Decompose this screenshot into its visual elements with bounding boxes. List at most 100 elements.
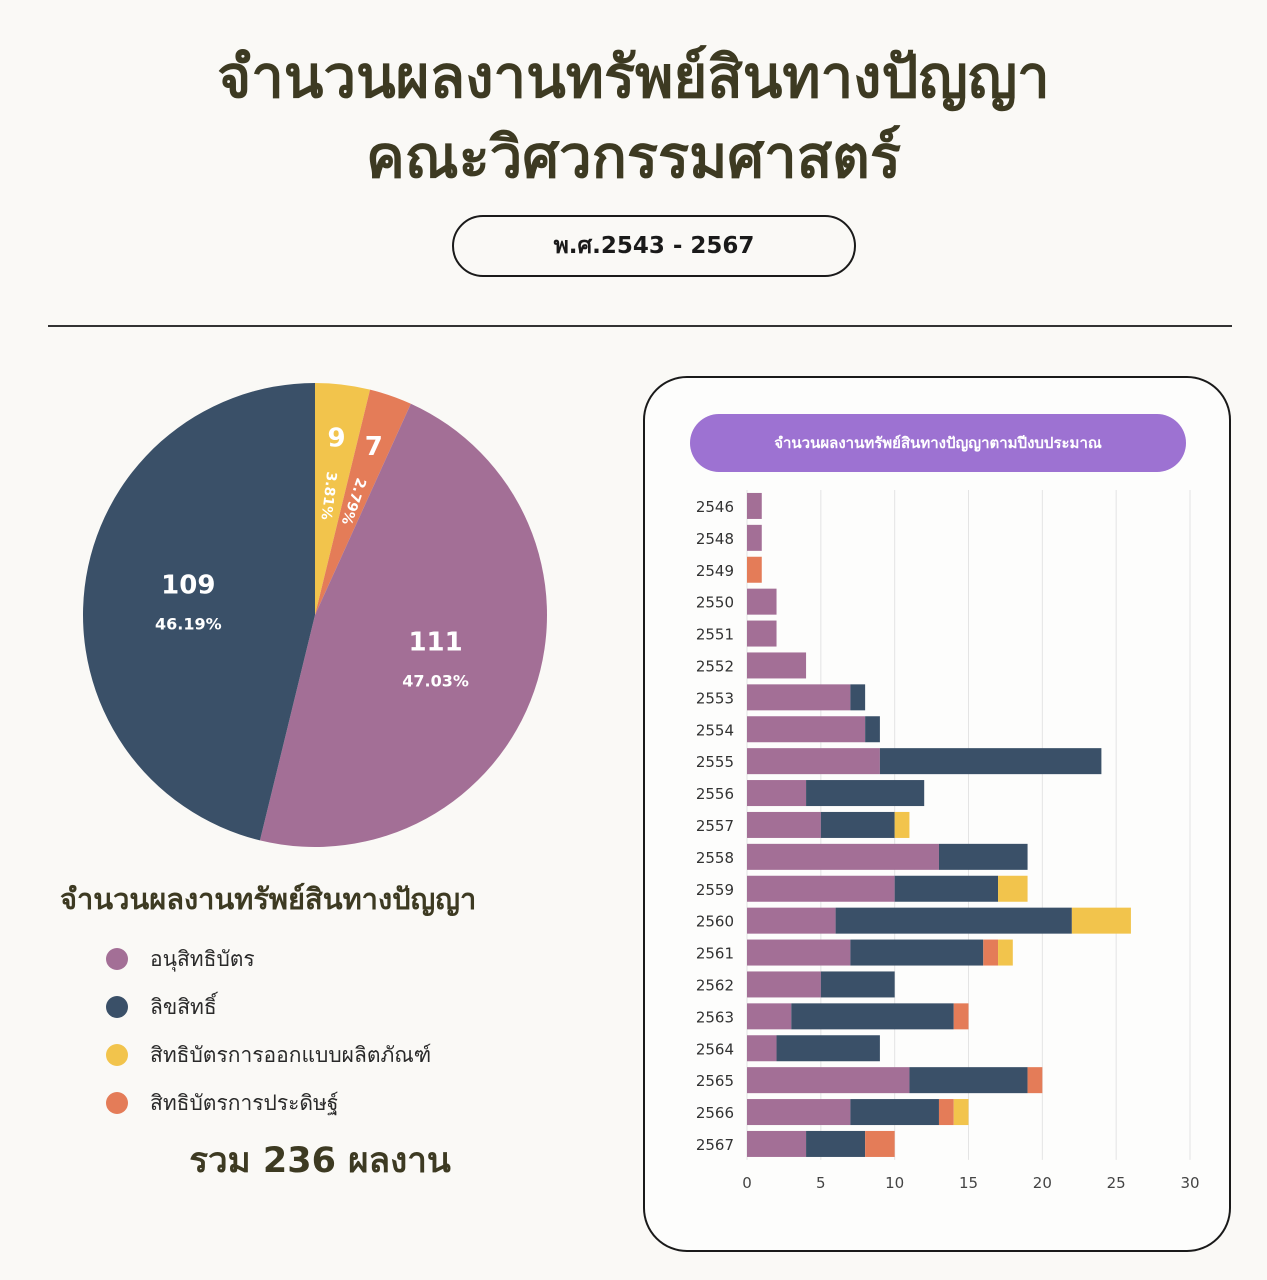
pie-slice-petty-patent xyxy=(259,403,548,847)
y-tick-label: 2553 xyxy=(696,689,734,707)
bar-segment xyxy=(747,780,807,807)
legend-swatch-invention-patent xyxy=(106,1092,128,1114)
bar-segment xyxy=(747,907,836,934)
legend-item-copyright: ลิขสิทธิ์ xyxy=(106,983,431,1031)
bar-segment xyxy=(850,939,984,966)
pie-slice-copyright xyxy=(82,383,315,841)
bar-segment xyxy=(998,875,1028,902)
y-tick-label: 2552 xyxy=(696,657,734,675)
bar-segment xyxy=(1071,907,1131,934)
bar-segment xyxy=(747,492,762,519)
legend-item-petty-patent: อนุสิทธิบัตร xyxy=(106,935,431,983)
bar-segment xyxy=(894,875,999,902)
bar-segment xyxy=(747,971,821,998)
bar-segment xyxy=(747,652,807,679)
y-tick-label: 2566 xyxy=(696,1104,734,1122)
section-divider xyxy=(48,325,1232,327)
bar-segment xyxy=(953,1099,969,1126)
bar-segment xyxy=(938,1099,954,1126)
legend-label-petty-patent: อนุสิทธิบัตร xyxy=(150,946,255,971)
bar-segment xyxy=(909,1067,1028,1094)
bar-segment xyxy=(865,1130,895,1157)
bar-segment xyxy=(879,748,1102,775)
page-subtitle: คณะวิศวกรรมศาสตร์ xyxy=(366,123,901,191)
bar-segment xyxy=(938,843,1028,870)
bar-segment xyxy=(747,684,851,711)
bar-segment xyxy=(865,716,880,743)
bar-segment xyxy=(747,1067,910,1094)
bar-segment xyxy=(806,780,925,807)
x-tick-label: 20 xyxy=(1033,1174,1052,1192)
bar-segment xyxy=(747,1130,807,1157)
legend-item-invention-patent: สิทธิบัตรการประดิษฐ์ xyxy=(106,1079,431,1127)
bar-segment xyxy=(747,811,821,838)
bar-segment xyxy=(747,875,895,902)
bar-segment xyxy=(747,716,866,743)
bar-segment xyxy=(747,524,762,551)
legend-swatch-design-patent xyxy=(106,1044,128,1066)
bar-segment xyxy=(747,748,880,775)
y-tick-label: 2557 xyxy=(696,817,734,835)
y-tick-label: 2551 xyxy=(696,626,734,644)
bar-segment xyxy=(850,684,866,711)
legend-label-invention-patent: สิทธิบัตรการประดิษฐ์ xyxy=(150,1090,339,1115)
y-tick-label: 2548 xyxy=(696,530,734,548)
y-tick-label: 2550 xyxy=(696,594,734,612)
pie-percent-petty-patent: 47.03% xyxy=(402,672,469,691)
y-tick-label: 2564 xyxy=(696,1040,734,1058)
x-tick-label: 10 xyxy=(885,1174,904,1192)
y-tick-label: 2567 xyxy=(696,1136,734,1154)
bar-segment xyxy=(747,556,762,583)
y-tick-label: 2561 xyxy=(696,945,734,963)
bar-segment xyxy=(776,1035,880,1062)
pie-percent-copyright: 46.19% xyxy=(155,615,222,634)
x-tick-label: 25 xyxy=(1107,1174,1126,1192)
legend-swatch-petty-patent xyxy=(106,948,128,970)
bar-segment xyxy=(747,843,939,870)
x-tick-label: 0 xyxy=(742,1174,752,1192)
bar-chart-title: จำนวนผลงานทรัพย์สินทางปัญญาตามปีงบประมาณ xyxy=(690,414,1186,472)
bar-segment xyxy=(747,620,777,647)
pie-value-copyright: 109 xyxy=(161,571,215,601)
x-tick-label: 5 xyxy=(816,1174,826,1192)
bar-chart: 0 5 10 15 20 25 30 2546 2548 2549 2550 2551 2552 2553… xyxy=(696,490,1200,1192)
bar-segment xyxy=(850,1099,939,1126)
pie-slice-invention-patent xyxy=(315,389,411,615)
pie-slice-design-patent xyxy=(315,383,371,615)
bar-segment xyxy=(894,811,910,838)
bar-segment xyxy=(747,1035,777,1062)
bar-segment xyxy=(747,939,851,966)
y-tick-label: 2565 xyxy=(696,1072,734,1090)
bar-segment xyxy=(1027,1067,1043,1094)
pie-value-invention-patent: 7 xyxy=(365,432,383,462)
bar-segment xyxy=(747,1099,851,1126)
legend-swatch-copyright xyxy=(106,996,128,1018)
legend-title: จำนวนผลงานทรัพย์สินทางปัญญา xyxy=(60,882,477,916)
y-tick-label: 2559 xyxy=(696,881,734,899)
page-title: จำนวนผลงานทรัพย์สินทางปัญญา xyxy=(217,43,1050,111)
y-tick-label: 2554 xyxy=(696,721,734,739)
y-tick-label: 2562 xyxy=(696,976,734,994)
total-count: รวม 236 ผลงาน xyxy=(189,1141,451,1181)
bar-segment xyxy=(953,1003,969,1030)
pie-value-design-patent: 9 xyxy=(327,423,345,453)
y-tick-label: 2549 xyxy=(696,562,734,580)
pie-percent-design-patent: 3.81% xyxy=(318,471,340,521)
x-tick-label: 15 xyxy=(959,1174,978,1192)
bar-segment xyxy=(806,1130,866,1157)
legend-item-design-patent: สิทธิบัตรการออกแบบผลิตภัณฑ์ xyxy=(106,1031,431,1079)
bar-segment xyxy=(835,907,1072,934)
legend-label-design-patent: สิทธิบัตรการออกแบบผลิตภัณฑ์ xyxy=(150,1042,432,1067)
x-tick-label: 30 xyxy=(1180,1174,1199,1192)
legend: อนุสิทธิบัตร ลิขสิทธิ์ สิทธิบัตรการออกแบ… xyxy=(106,935,431,1127)
y-tick-label: 2555 xyxy=(696,753,734,771)
bar-segment xyxy=(820,811,895,838)
bar-segment xyxy=(983,939,999,966)
y-tick-label: 2556 xyxy=(696,785,734,803)
period-badge: พ.ศ.2543 - 2567 xyxy=(452,215,856,277)
y-tick-label: 2546 xyxy=(696,498,734,516)
y-tick-label: 2558 xyxy=(696,849,734,867)
legend-label-copyright: ลิขสิทธิ์ xyxy=(150,994,217,1019)
bar-segment xyxy=(747,588,777,615)
